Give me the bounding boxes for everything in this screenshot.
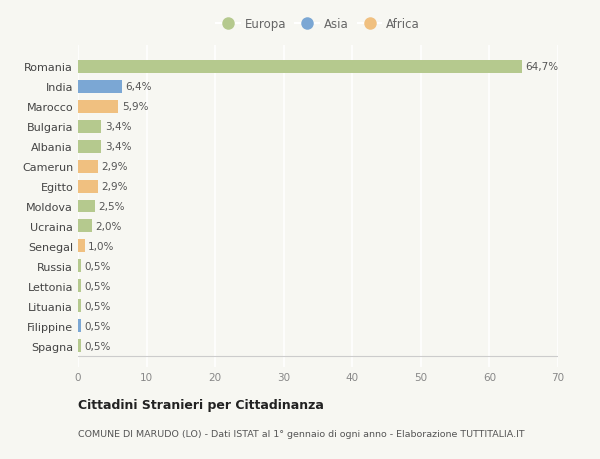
Text: 0,5%: 0,5% [85,281,111,291]
Bar [78,200,95,213]
Text: 0,5%: 0,5% [85,301,111,311]
Bar [78,101,118,113]
Bar [78,260,82,273]
Text: COMUNE DI MARUDO (LO) - Dati ISTAT al 1° gennaio di ogni anno - Elaborazione TUT: COMUNE DI MARUDO (LO) - Dati ISTAT al 1°… [78,429,524,438]
Bar [78,61,521,73]
Text: 2,0%: 2,0% [95,222,122,231]
Bar [78,220,92,233]
Text: 0,5%: 0,5% [85,321,111,331]
Bar [78,340,82,353]
Bar [78,120,101,133]
Bar [78,80,122,93]
Bar [78,140,101,153]
Legend: Europa, Asia, Africa: Europa, Asia, Africa [211,13,425,36]
Text: 2,5%: 2,5% [98,202,125,212]
Bar [78,180,98,193]
Text: 2,9%: 2,9% [101,162,128,172]
Bar [78,280,82,293]
Bar [78,160,98,173]
Text: 3,4%: 3,4% [105,142,131,152]
Text: Cittadini Stranieri per Cittadinanza: Cittadini Stranieri per Cittadinanza [78,398,324,412]
Bar [78,320,82,333]
Text: 64,7%: 64,7% [525,62,558,72]
Text: 0,5%: 0,5% [85,341,111,351]
Text: 1,0%: 1,0% [88,241,115,252]
Text: 3,4%: 3,4% [105,122,131,132]
Text: 0,5%: 0,5% [85,261,111,271]
Bar [78,300,82,313]
Bar [78,240,85,253]
Text: 6,4%: 6,4% [125,82,152,92]
Text: 5,9%: 5,9% [122,102,148,112]
Text: 2,9%: 2,9% [101,182,128,191]
